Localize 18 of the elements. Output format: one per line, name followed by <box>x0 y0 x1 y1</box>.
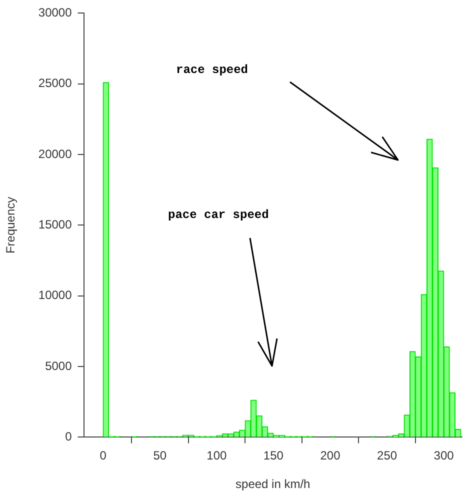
x-tick-label: 0 <box>100 448 107 463</box>
y-tick-label: 25000 <box>38 76 72 90</box>
x-tick-label: 200 <box>320 448 341 463</box>
x-axis-title: speed in km/h <box>236 477 310 492</box>
y-tick-label: 10000 <box>38 288 72 302</box>
y-tick-label: 20000 <box>38 146 72 161</box>
y-tick-label: 30000 <box>38 6 72 20</box>
y-tick-label: 5000 <box>45 358 72 373</box>
x-tick-label: 100 <box>206 448 227 463</box>
x-tick-label: 250 <box>377 448 398 463</box>
y-tick-label: 15000 <box>38 218 72 232</box>
y-tick-label: 0 <box>65 430 72 444</box>
x-tick-label: 300 <box>434 448 454 463</box>
annotation: pace car speed <box>168 208 269 222</box>
x-tick-label: 50 <box>153 448 167 463</box>
annotation: race speed <box>176 63 248 78</box>
x-tick-label: 150 <box>263 448 284 463</box>
y-axis-title: Frequency <box>4 196 18 254</box>
